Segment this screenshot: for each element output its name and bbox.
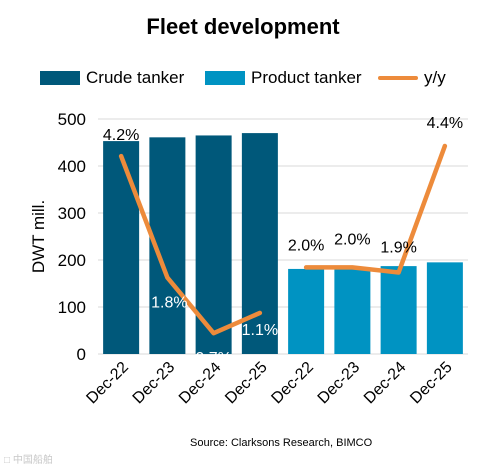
y-tick-label: 200: [58, 251, 86, 270]
watermark: □ 中国船舶: [4, 455, 53, 466]
x-tick-label: Dec-22: [83, 359, 132, 408]
legend-item-crude: Crude tanker: [40, 66, 184, 90]
x-tick-label: Dec-24: [361, 359, 410, 408]
x-tick-label: Dec-23: [130, 359, 179, 408]
y-tick-label: 100: [58, 298, 86, 317]
yoy-line-segment: [118, 153, 263, 336]
legend-item-product: Product tanker: [205, 66, 362, 90]
bar-crude: [103, 141, 140, 354]
bar-product: [288, 268, 325, 354]
yoy-data-label: 1.1%: [242, 322, 278, 339]
legend-label-product: Product tanker: [251, 68, 362, 87]
y-tick-label: 400: [58, 157, 86, 176]
yoy-data-label: 1.8%: [151, 295, 187, 312]
legend: Crude tanker Product tanker y/y: [0, 66, 486, 90]
legend-line-yoy: [378, 76, 418, 80]
x-tick-label: Dec-25: [407, 359, 456, 408]
yoy-data-label: 2.0%: [334, 231, 370, 248]
yoy-data-label: 0.7%: [195, 350, 231, 367]
yoy-data-label: 1.9%: [380, 239, 416, 256]
source-note: Source: Clarksons Research, BIMCO: [190, 437, 373, 449]
yoy-data-label: 4.4%: [427, 115, 463, 132]
y-tick-label: 0: [77, 345, 86, 364]
y-tick-label: 300: [58, 204, 86, 223]
y-tick-label: 500: [58, 110, 86, 129]
y-axis-title: DWT mill.: [29, 200, 48, 273]
bar-product: [426, 262, 463, 354]
legend-swatch-crude: [40, 71, 80, 85]
legend-swatch-product: [205, 71, 245, 85]
legend-label-crude: Crude tanker: [86, 68, 185, 87]
x-tick-label: Dec-23: [315, 359, 364, 408]
yoy-data-label: 4.2%: [103, 127, 139, 144]
legend-label-yoy: y/y: [424, 68, 446, 87]
yoy-data-label: 2.0%: [288, 237, 324, 254]
legend-item-yoy: y/y: [378, 66, 446, 90]
bar-product: [334, 267, 371, 354]
chart-title: Fleet development: [146, 14, 340, 39]
yoy-line-segment: [303, 143, 448, 275]
bar-product: [380, 266, 417, 354]
x-tick-label: Dec-22: [268, 359, 317, 408]
